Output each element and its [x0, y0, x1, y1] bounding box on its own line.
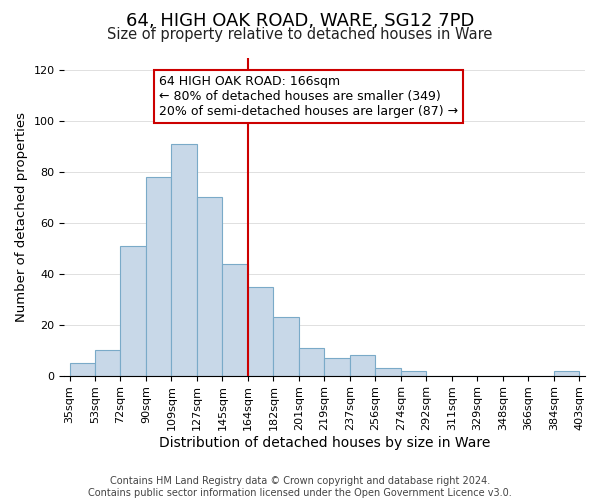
Text: 64, HIGH OAK ROAD, WARE, SG12 7PD: 64, HIGH OAK ROAD, WARE, SG12 7PD	[126, 12, 474, 30]
Bar	[197, 198, 223, 376]
Bar	[299, 348, 325, 376]
Bar	[146, 177, 172, 376]
Bar	[274, 317, 299, 376]
Bar	[70, 363, 95, 376]
Bar	[325, 358, 350, 376]
Text: Contains HM Land Registry data © Crown copyright and database right 2024.
Contai: Contains HM Land Registry data © Crown c…	[88, 476, 512, 498]
Bar	[172, 144, 197, 376]
Bar	[248, 286, 274, 376]
Bar	[95, 350, 121, 376]
Y-axis label: Number of detached properties: Number of detached properties	[15, 112, 28, 322]
Bar	[554, 370, 580, 376]
Text: 64 HIGH OAK ROAD: 166sqm
← 80% of detached houses are smaller (349)
20% of semi-: 64 HIGH OAK ROAD: 166sqm ← 80% of detach…	[159, 76, 458, 118]
Bar	[350, 355, 376, 376]
Bar	[401, 370, 427, 376]
Bar	[121, 246, 146, 376]
Text: Size of property relative to detached houses in Ware: Size of property relative to detached ho…	[107, 28, 493, 42]
Bar	[376, 368, 401, 376]
Bar	[223, 264, 248, 376]
X-axis label: Distribution of detached houses by size in Ware: Distribution of detached houses by size …	[159, 436, 490, 450]
